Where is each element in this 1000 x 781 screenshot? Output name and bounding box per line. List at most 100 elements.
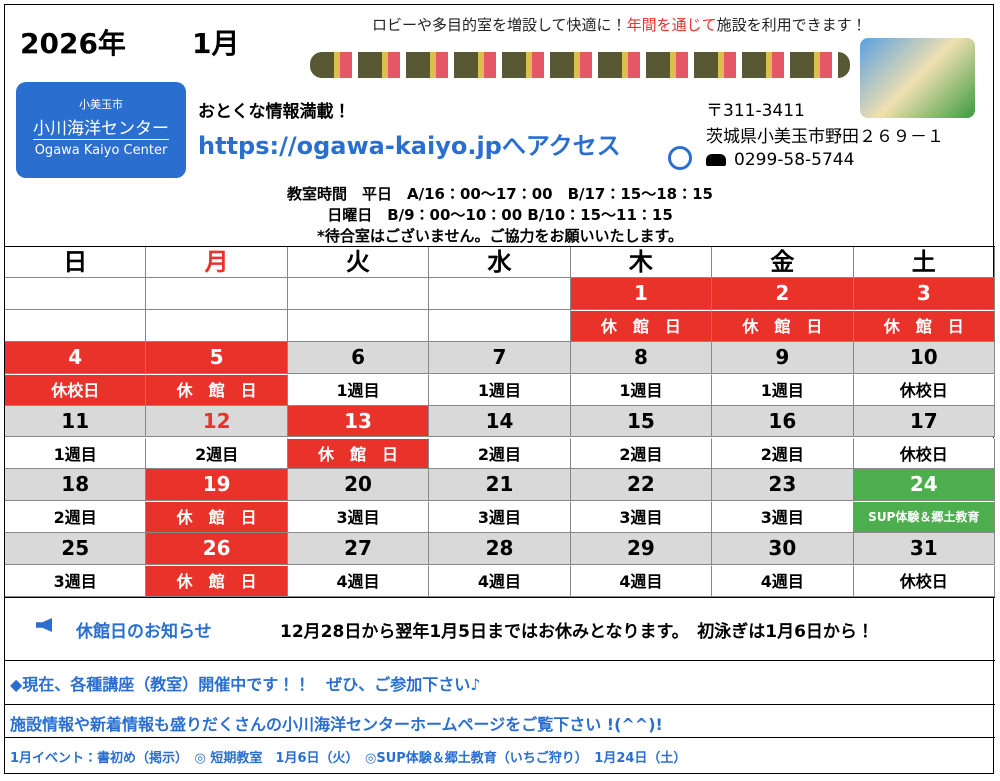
divider [5,737,995,738]
day-note: 3週目 [712,501,854,534]
month: 1月 [192,27,240,60]
day-note: 休校日 [853,565,995,597]
day-note: 休 館 日 [146,565,288,597]
day-note: 1週目 [429,373,571,406]
divider [5,246,995,247]
ornament [310,52,850,78]
day-note: 休 館 日 [570,309,713,342]
empty-cell [287,309,430,342]
day-note: 休校日 [5,373,147,406]
day-note: 1週目 [5,437,147,470]
day-note: 休校日 [853,373,995,406]
url[interactable]: https://ogawa-kaiyo.jpへアクセス [198,132,621,160]
day-number: 24 [853,469,995,502]
day-note: 休校日 [853,437,995,470]
day-note: 休 館 日 [146,373,288,406]
day-note: 2週目 [570,437,713,470]
day-note: 2週目 [5,501,147,534]
address: 茨城県小美玉市野田２６９－１ [706,127,944,147]
day-note: 3週目 [5,565,147,597]
year: 2026年 [20,27,126,60]
empty-cell [287,278,430,310]
empty-cell [5,278,147,310]
notice: 12月28日から翌年1月5日まではお休みとなります。 初泳ぎは1月6日から！ [280,622,874,642]
logo: 小美玉市 小川海洋センター Ogawa Kaiyo Center [16,82,186,178]
day-number: 11 [5,405,147,438]
day-note: 休 館 日 [287,437,430,470]
hours-line: 教室時間 平日 A/16：00～17：00 B/17：15～18：15 [287,185,713,203]
day-number: 1 [570,278,713,310]
day-note: 1週目 [287,373,430,406]
day-note: 休 館 日 [146,501,288,534]
day-number: 5 [146,341,288,374]
empty-cell [5,309,147,342]
info: おとくな情報満載！ [198,102,351,122]
tagline: ロビーや多目的室を増設して快適に！年間を通じて施設を利用できます！ [372,14,867,35]
empty-cell [146,278,288,310]
day-number: 12 [146,405,288,438]
day-note: 1週目 [712,373,854,406]
day-number: 18 [5,469,147,502]
day-note: 休 館 日 [853,309,995,342]
day-note: 3週目 [570,501,713,534]
day-number: 14 [429,405,571,438]
logo-city: 小美玉市 [79,98,123,111]
day-number: 9 [712,341,854,374]
day-number: 15 [570,405,713,438]
day-number: 8 [570,341,713,374]
events: 1月イベント：書初め（掲示） ◎ 短期教室 1月6日（火） ◎SUP体験＆郷土教… [10,751,687,766]
day-note: 休 館 日 [712,309,854,342]
phone-icon [706,154,726,166]
hours-line: 日曜日 B/9：00～10：00 B/10：15～11：15 [327,206,673,224]
day-number: 21 [429,469,571,502]
day-number: 4 [5,341,147,374]
homepage-note: 施設情報や新着情報も盛りだくさんの小川海洋センターホームページをご覧下さい !(… [10,715,663,734]
day-number: 19 [146,469,288,502]
day-note: 3週目 [287,501,430,534]
day-number: 26 [146,533,288,566]
weekday: 金 [712,247,854,278]
announcement: ◆現在、各種講座（教室）開催中です！！ ぜひ、ご参加下さい♪ [10,675,481,694]
empty-cell [429,309,571,342]
day-number: 25 [5,533,147,566]
tagline-part: ロビーや多目的室を増設して快適に！ [372,16,627,34]
day-number: 28 [429,533,571,566]
day-number: 27 [287,533,430,566]
day-number: 20 [287,469,430,502]
day-note: 1週目 [570,373,713,406]
day-note: 3週目 [429,501,571,534]
phone: 0299-58-5744 [734,150,855,170]
day-note: 2週目 [712,437,854,470]
postal: 〒311-3411 [706,101,805,121]
hours: 教室時間 平日 A/16：00～17：00 B/17：15～18：15 日曜日 … [0,184,1000,246]
day-note: SUP体験＆郷土教育 [853,501,995,534]
day-number: 3 [853,278,995,310]
day-number: 17 [853,405,995,438]
divider [5,660,995,661]
weekday: 日 [5,247,147,278]
day-number: 22 [570,469,713,502]
weekday: 木 [570,247,713,278]
day-number: 2 [712,278,854,310]
day-number: 7 [429,341,571,374]
search-icon [668,146,692,170]
day-number: 29 [570,533,713,566]
day-number: 10 [853,341,995,374]
day-number: 31 [853,533,995,566]
day-number: 23 [712,469,854,502]
day-number: 13 [287,405,430,438]
logo-name: 小川海洋センター [33,114,169,140]
divider [5,704,995,705]
day-number: 30 [712,533,854,566]
notice-label: 休館日のお知らせ [76,622,212,642]
weekday: 火 [287,247,430,278]
day-note: 4週目 [287,565,430,597]
hours-line: *待合室はございません。ご協力をお願いいたします。 [317,227,683,245]
tagline-highlight: 年間を通じて [626,16,717,34]
day-number: 6 [287,341,430,374]
empty-cell [146,309,288,342]
day-note: 2週目 [146,437,288,470]
